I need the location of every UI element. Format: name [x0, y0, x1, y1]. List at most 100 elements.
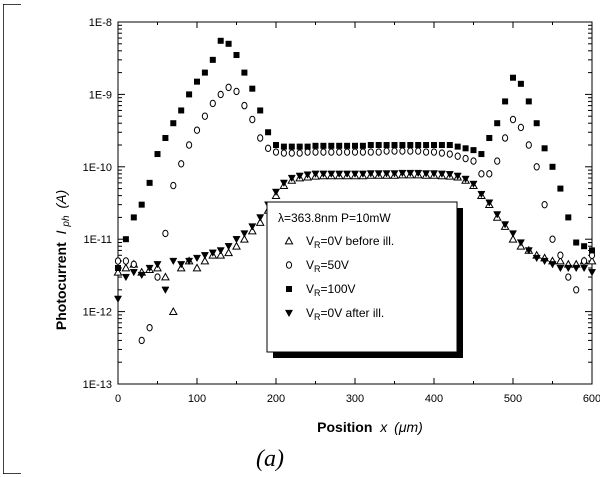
y-tick-label: 1E-13 [83, 379, 112, 391]
data-point [343, 170, 352, 178]
data-point [437, 170, 446, 178]
data-point [422, 170, 431, 178]
x-axis-label-text: Position [317, 419, 372, 435]
data-point [194, 78, 200, 85]
data-point [557, 185, 564, 192]
data-point [351, 148, 359, 156]
y-axis-label-text: Photocurrent [53, 242, 69, 330]
legend-label-sub: R [314, 240, 321, 250]
legend-label-main: V [306, 306, 314, 320]
legend-marker [284, 309, 294, 318]
data-point [130, 260, 137, 269]
series-2 [114, 83, 596, 345]
data-point [288, 143, 295, 150]
data-point [161, 286, 170, 294]
data-point [129, 269, 138, 277]
data-point [280, 143, 287, 150]
data-point [581, 257, 588, 265]
data-point [580, 264, 589, 273]
data-point [486, 134, 493, 141]
data-point [438, 149, 445, 157]
data-point [524, 247, 533, 255]
data-point [462, 154, 469, 163]
data-point [486, 170, 493, 178]
legend: λ=363.8nm P=10mW VR=0V before ill.VR=50V… [266, 201, 463, 358]
y-axis-sub: ph [61, 215, 72, 228]
legend-label-rest: =50V [321, 258, 349, 272]
data-point [359, 142, 366, 149]
data-point [532, 254, 541, 263]
data-point [249, 85, 256, 92]
data-point [502, 134, 509, 142]
legend-label-sub: R [314, 288, 321, 298]
data-point [359, 148, 366, 156]
data-point [517, 80, 524, 87]
data-point [445, 171, 454, 179]
legend-box [266, 201, 458, 353]
data-point [327, 170, 336, 178]
data-point [257, 134, 264, 142]
data-point [564, 264, 573, 273]
data-point [374, 170, 383, 178]
series-4 [113, 169, 597, 303]
data-point [320, 148, 327, 156]
data-point [366, 170, 375, 178]
data-point [493, 211, 502, 219]
data-point [446, 142, 453, 149]
data-point [146, 323, 153, 332]
legend-title: λ=363.8nm P=10mW [278, 211, 391, 225]
data-point [375, 142, 382, 149]
data-point [217, 37, 224, 44]
data-point [200, 252, 209, 260]
data-point [565, 214, 572, 221]
data-point [271, 188, 281, 197]
data-point [170, 120, 177, 127]
data-point [573, 239, 580, 246]
x-axis-unit: (μm) [394, 419, 423, 435]
data-point [494, 157, 501, 165]
data-point [414, 169, 423, 178]
data-point [154, 273, 161, 281]
data-point [367, 148, 374, 156]
data-point [256, 214, 265, 222]
data-point [232, 241, 241, 250]
data-point [280, 149, 287, 157]
y-tick-label: 1E-10 [83, 162, 112, 174]
x-axis-var: x [379, 419, 388, 435]
data-point [130, 214, 137, 221]
data-point [352, 142, 358, 149]
data-point [115, 265, 121, 272]
data-point [462, 145, 469, 152]
data-point [217, 90, 224, 99]
data-point [415, 142, 422, 149]
data-point [241, 69, 248, 76]
x-tick-label: 200 [267, 393, 285, 405]
series-3 [115, 37, 595, 272]
data-point [288, 149, 295, 157]
legend-label-rest: =0V after ill. [321, 306, 385, 320]
x-tick-label: 500 [504, 393, 522, 405]
data-point [533, 163, 540, 171]
x-tick-label: 300 [346, 393, 364, 405]
data-point [311, 170, 320, 178]
data-point [225, 83, 232, 92]
data-point [186, 141, 193, 149]
data-point [296, 149, 303, 157]
data-point [501, 221, 510, 229]
data-point [335, 170, 344, 178]
data-point [407, 142, 414, 149]
data-point [170, 181, 177, 190]
data-point [296, 143, 303, 150]
data-point [249, 115, 256, 124]
data-point [209, 99, 216, 108]
data-point [122, 236, 129, 243]
data-point [407, 147, 414, 155]
data-point [192, 254, 202, 263]
legend-marker [284, 236, 294, 245]
data-point [478, 170, 485, 178]
y-tick-label: 1E-8 [89, 17, 112, 29]
legend-label-rest: =0V before ill. [321, 234, 395, 248]
data-point [406, 169, 415, 178]
